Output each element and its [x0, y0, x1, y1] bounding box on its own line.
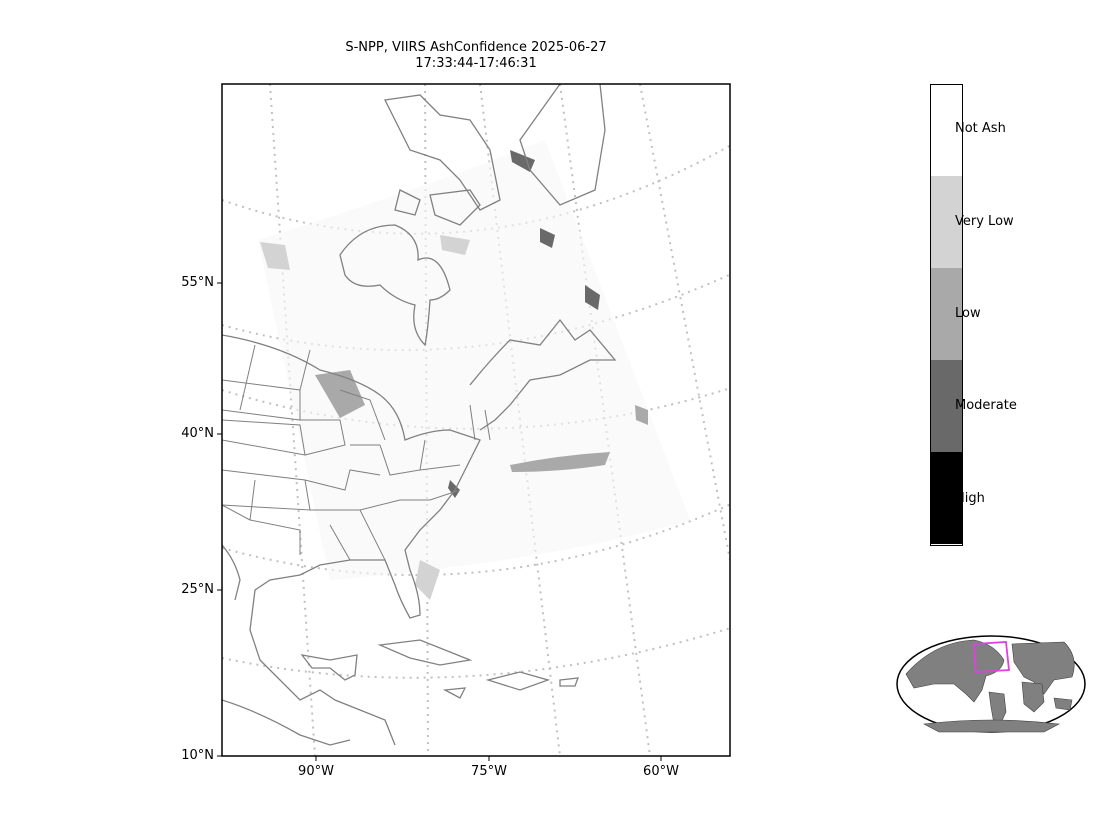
lat-label-55n: 55°N [181, 275, 214, 290]
inset-land [905, 639, 1075, 733]
colorbar-label-moderate: Moderate [955, 398, 1017, 413]
lat-label-25n: 25°N [181, 582, 214, 597]
lon-label-60w: 60°W [643, 764, 679, 779]
colorbar [930, 84, 963, 546]
title-line-2: 17:33:44-17:46:31 [415, 56, 537, 71]
colorbar-label-low: Low [955, 306, 981, 321]
colorbar-label-very-low: Very Low [955, 214, 1014, 229]
state-borders [222, 344, 491, 561]
colorbar-segment-high [931, 452, 962, 544]
lat-label-40n: 40°N [181, 426, 214, 441]
world-inset-map [896, 635, 1086, 733]
map-frame [221, 83, 731, 757]
colorbar-segment-low [931, 268, 962, 360]
lon-label-75w: 75°W [471, 764, 507, 779]
lat-label-10n: 10°N [181, 748, 214, 763]
colorbar-segment-not-ash [931, 85, 962, 176]
colorbar-label-not-ash: Not Ash [955, 121, 1006, 136]
lon-label-90w: 90°W [298, 764, 334, 779]
title-line-1: S-NPP, VIIRS AshConfidence 2025-06-27 [345, 40, 607, 55]
inset-extent-box [973, 641, 1010, 673]
map-title: S-NPP, VIIRS AshConfidence 2025-06-27 17… [222, 40, 730, 72]
colorbar-label-high: High [955, 491, 985, 506]
ash-confidence-swath [258, 140, 690, 600]
coastlines [222, 84, 617, 746]
colorbar-segment-moderate [931, 360, 962, 452]
colorbar-segment-very-low [931, 176, 962, 268]
